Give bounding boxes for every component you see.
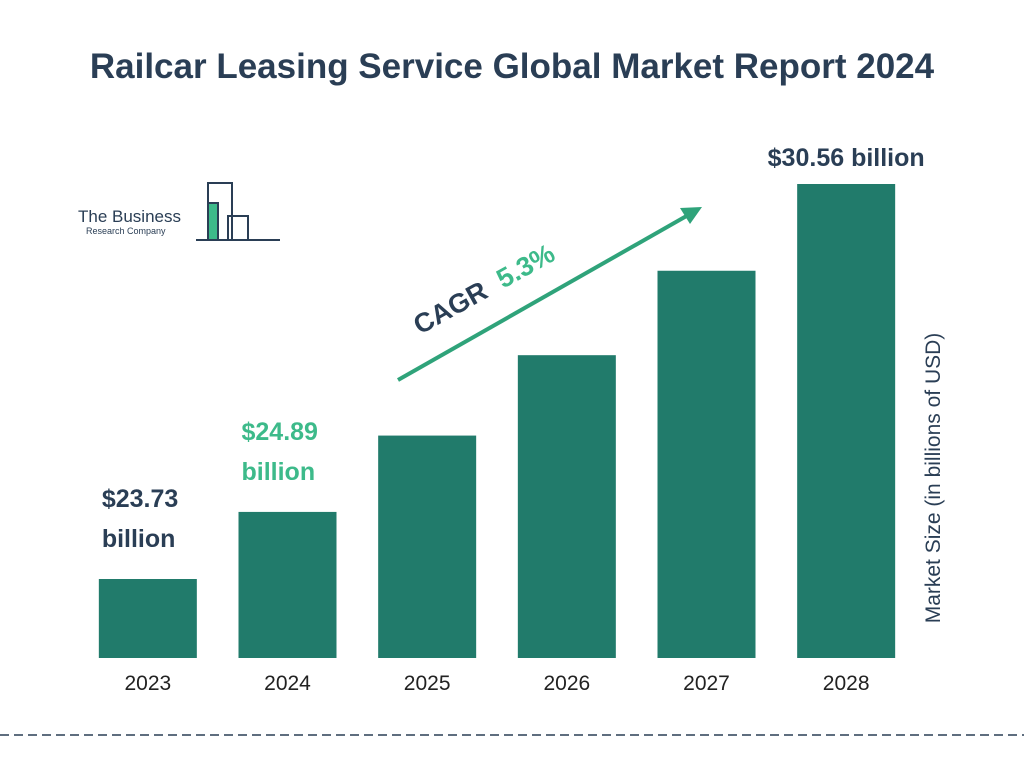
bar	[378, 435, 477, 658]
bar	[797, 184, 896, 658]
x-tick-label: 2028	[823, 672, 870, 695]
cagr-value: 5.3%	[491, 238, 559, 294]
data-label: $23.73 billion	[102, 485, 178, 553]
y-axis-label: Market Size (in billions of USD)	[922, 333, 945, 624]
x-tick-label: 2023	[124, 672, 171, 695]
data-label-line: $24.89	[242, 418, 318, 446]
x-tick-label: 2025	[404, 672, 451, 695]
logo-text: The Business	[78, 207, 181, 226]
cagr-text: CAGR 5.3%	[408, 238, 559, 340]
data-label: $24.89 billion	[242, 418, 318, 486]
cagr-label: CAGR	[408, 275, 492, 340]
cagr-arrow	[397, 212, 691, 382]
bar	[238, 511, 337, 658]
data-label-line: billion	[102, 525, 176, 553]
x-tick-label: 2024	[264, 672, 311, 695]
logo-shape	[207, 202, 219, 241]
data-label-line: $23.73	[102, 485, 178, 513]
data-label-line: billion	[242, 458, 316, 486]
bar	[517, 355, 616, 658]
chart-title: Railcar Leasing Service Global Market Re…	[90, 47, 935, 86]
x-tick-label: 2027	[683, 672, 730, 695]
logo: The Business Research Company	[78, 182, 280, 241]
bar	[657, 270, 756, 658]
bar	[98, 579, 197, 658]
logo-text: Research Company	[86, 226, 166, 236]
data-label: $30.56 billion	[768, 144, 925, 172]
x-tick-label: 2026	[543, 672, 590, 695]
cagr-arrowhead	[680, 207, 702, 224]
